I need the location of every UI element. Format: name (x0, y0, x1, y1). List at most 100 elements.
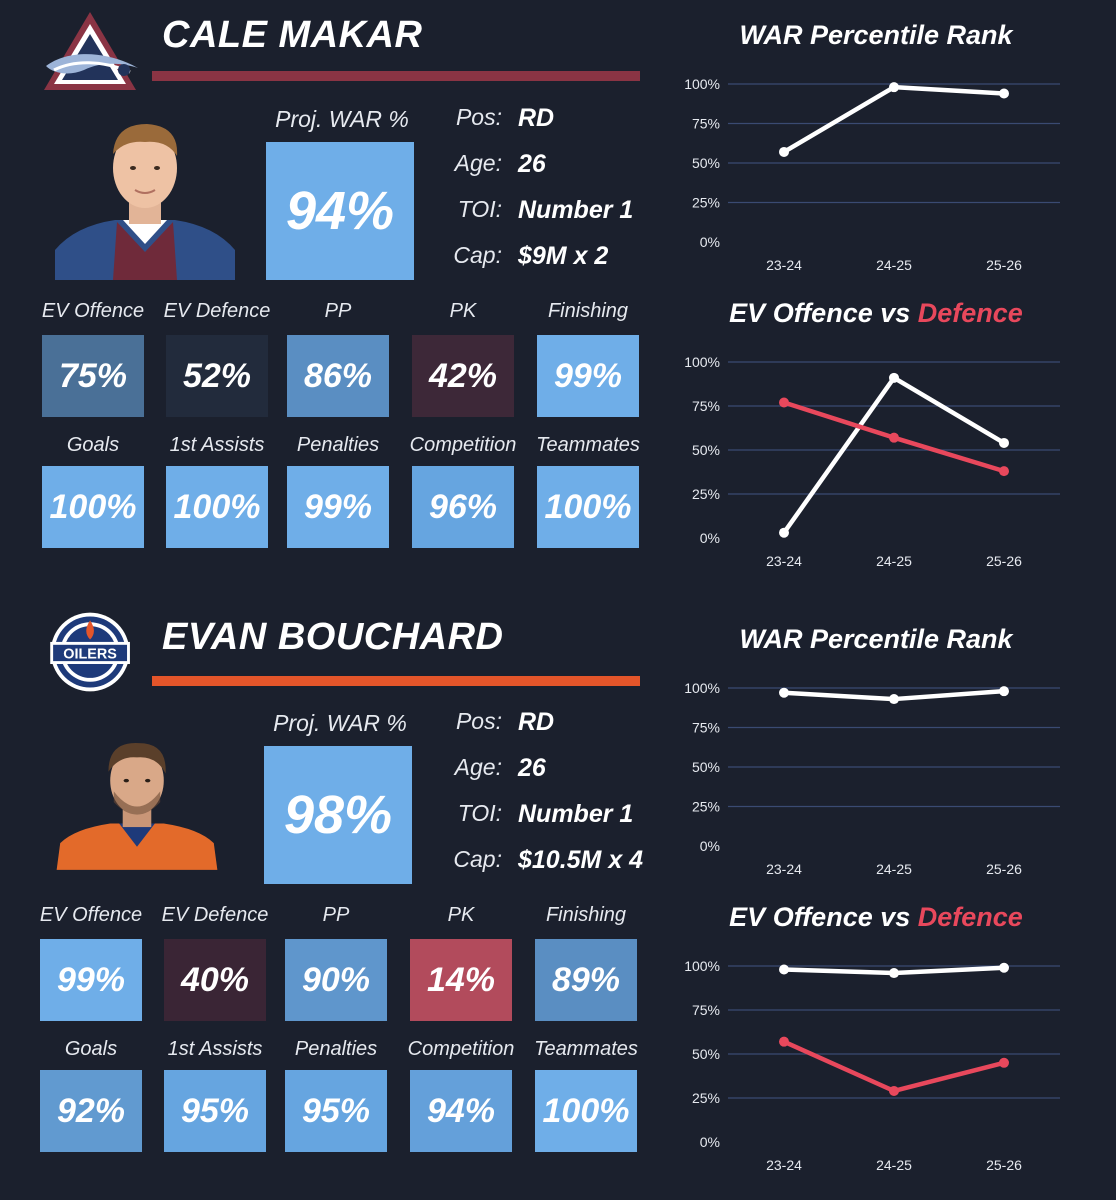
name-accent-bar (152, 71, 640, 81)
info-value: $10.5M x 4 (518, 846, 644, 874)
y-tick-label: 50% (692, 759, 720, 775)
x-tick-label: 24-25 (876, 861, 912, 877)
metric-label-goals: Goals (64, 1038, 118, 1060)
y-tick-label: 25% (692, 486, 720, 502)
data-point (999, 466, 1009, 477)
data-point (999, 686, 1009, 697)
data-point (779, 687, 789, 698)
info-value: 26 (518, 150, 546, 178)
info-value: 26 (518, 754, 546, 782)
metric-box-1st-assists: 100% (166, 466, 268, 548)
x-tick-label: 24-25 (876, 257, 912, 273)
info-label: Cap: (453, 242, 502, 268)
proj-war-label: Proj. WAR % (275, 106, 409, 132)
x-tick-label: 23-24 (766, 553, 802, 569)
metric-box-ev-defence: 40% (164, 939, 266, 1021)
data-point (999, 437, 1009, 448)
chart-title-part: EV Offence vs (729, 298, 918, 328)
metric-box-1st-assists: 95% (164, 1070, 266, 1152)
chart-title-defence: Defence (917, 902, 1023, 932)
metric-box-penalties: 95% (285, 1070, 387, 1152)
metric-label-pp: PP (324, 300, 352, 322)
y-tick-label: 50% (692, 1046, 720, 1062)
chart-title-part: EV Offence vs (729, 902, 918, 932)
metric-label-pk: PK (449, 300, 477, 322)
y-tick-label: 100% (684, 354, 720, 370)
chart-title-ev: EV Offence vs Defence (676, 902, 1076, 933)
data-point (889, 82, 899, 93)
metric-box-goals: 100% (42, 466, 144, 548)
metric-box-penalties: 99% (287, 466, 389, 548)
metric-label-penalties: Penalties (296, 434, 380, 456)
chart-title-ev: EV Offence vs Defence (676, 298, 1076, 329)
name-accent-bar (152, 676, 640, 686)
y-tick-label: 100% (684, 76, 720, 92)
x-tick-label: 23-24 (766, 257, 802, 273)
data-point (889, 432, 899, 443)
y-tick-label: 100% (684, 958, 720, 974)
avalanche-logo-icon (44, 12, 138, 90)
metric-label-finishing: Finishing (545, 904, 627, 926)
metric-box-finishing: 89% (535, 939, 637, 1021)
y-tick-label: 0% (700, 530, 720, 546)
series-line (781, 1039, 1007, 1094)
data-point (999, 962, 1009, 973)
info-label: Age: (454, 150, 502, 176)
metric-box-competition: 96% (412, 466, 514, 548)
chart-title-defence: Defence (917, 298, 1023, 328)
data-point (779, 1036, 789, 1047)
y-tick-label: 25% (692, 799, 720, 815)
y-tick-label: 25% (692, 195, 720, 211)
svg-text:OILERS: OILERS (63, 647, 117, 663)
metric-box-pp: 90% (285, 939, 387, 1021)
y-tick-label: 50% (692, 155, 720, 171)
info-label: Cap: (453, 846, 502, 872)
info-value: RD (518, 708, 555, 736)
metric-label-1st-assists: 1st Assists (169, 434, 265, 456)
y-tick-label: 75% (692, 116, 720, 132)
info-value: Number 1 (518, 800, 634, 828)
y-tick-label: 25% (692, 1090, 720, 1106)
player-photo (55, 124, 235, 280)
metric-label-1st-assists: 1st Assists (167, 1038, 263, 1060)
proj-war-label: Proj. WAR % (273, 710, 407, 736)
y-tick-label: 0% (700, 234, 720, 250)
info-value: $9M x 2 (518, 242, 609, 270)
metric-box-pp: 86% (287, 335, 389, 417)
y-tick-label: 75% (692, 398, 720, 414)
data-point (889, 694, 899, 705)
proj-war-value: 98% (264, 746, 412, 884)
metric-box-ev-defence: 52% (166, 335, 268, 417)
metric-box-pk: 42% (412, 335, 514, 417)
metric-label-pk: PK (447, 904, 475, 926)
info-label: Pos: (455, 708, 502, 734)
y-tick-label: 75% (692, 720, 720, 736)
metric-label-ev-offence: EV Offence (39, 904, 143, 926)
metric-box-teammates: 100% (535, 1070, 637, 1152)
x-tick-label: 24-25 (876, 1157, 912, 1173)
metric-label-competition: Competition (407, 1038, 515, 1060)
y-tick-label: 0% (700, 838, 720, 854)
metric-label-goals: Goals (66, 434, 120, 456)
metric-box-competition: 94% (410, 1070, 512, 1152)
metric-box-pk: 14% (410, 939, 512, 1021)
y-tick-label: 0% (700, 1134, 720, 1150)
data-point (889, 1085, 899, 1096)
chart-title-war: WAR Percentile Rank (739, 624, 1013, 654)
war-percentile-chart: 0% 25% 50% 75% 100% 23-24 24-25 25-26 (684, 76, 1060, 273)
x-tick-label: 25-26 (986, 861, 1022, 877)
data-point (779, 964, 789, 975)
x-tick-label: 25-26 (986, 1157, 1022, 1173)
x-tick-label: 23-24 (766, 1157, 802, 1173)
data-point (889, 968, 899, 979)
x-tick-label: 25-26 (986, 553, 1022, 569)
info-label: Pos: (455, 104, 502, 130)
metric-label-pp: PP (322, 904, 350, 926)
metric-box-teammates: 100% (537, 466, 639, 548)
metric-label-finishing: Finishing (547, 300, 629, 322)
data-point (889, 372, 899, 383)
info-label: Age: (454, 754, 502, 780)
data-point (999, 88, 1009, 99)
data-point (779, 527, 789, 538)
metric-box-ev-offence: 75% (42, 335, 144, 417)
